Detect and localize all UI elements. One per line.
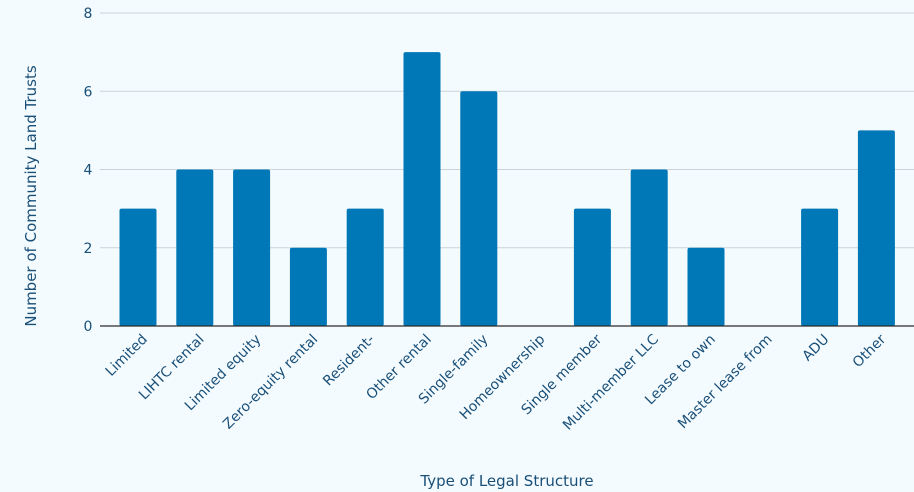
y-axis-title: Number of Community Land Trusts <box>22 65 40 327</box>
bar <box>403 52 441 326</box>
x-axis-title: Type of Legal Structure <box>419 472 593 490</box>
bars <box>119 52 895 326</box>
x-tick-label: Master lease from <box>675 332 776 433</box>
y-tick-label: 4 <box>84 163 93 179</box>
bar <box>233 169 271 326</box>
x-tick-label: Resident- <box>320 332 378 390</box>
x-tick-label: Multi-member LLC <box>560 331 662 433</box>
y-tick-label: 6 <box>84 84 93 100</box>
bar <box>573 208 611 326</box>
x-tick-label: Zero-equity rental <box>220 332 321 433</box>
bar <box>289 247 327 326</box>
bar <box>687 247 725 326</box>
bar <box>346 208 384 326</box>
bar <box>176 169 214 326</box>
y-axis-ticks: 0 2 4 6 8 <box>84 6 93 335</box>
bar <box>857 130 895 326</box>
bar <box>119 208 157 326</box>
bar <box>630 169 668 326</box>
x-tick-label: Limited <box>103 332 151 380</box>
y-tick-label: 2 <box>84 241 93 257</box>
x-tick-label: ADU <box>799 332 832 365</box>
grid-lines <box>100 12 914 249</box>
bar <box>460 91 498 326</box>
y-tick-label: 0 <box>84 319 93 335</box>
bar <box>801 208 839 326</box>
x-tick-label: Other <box>850 331 890 371</box>
y-tick-label: 8 <box>84 6 93 22</box>
